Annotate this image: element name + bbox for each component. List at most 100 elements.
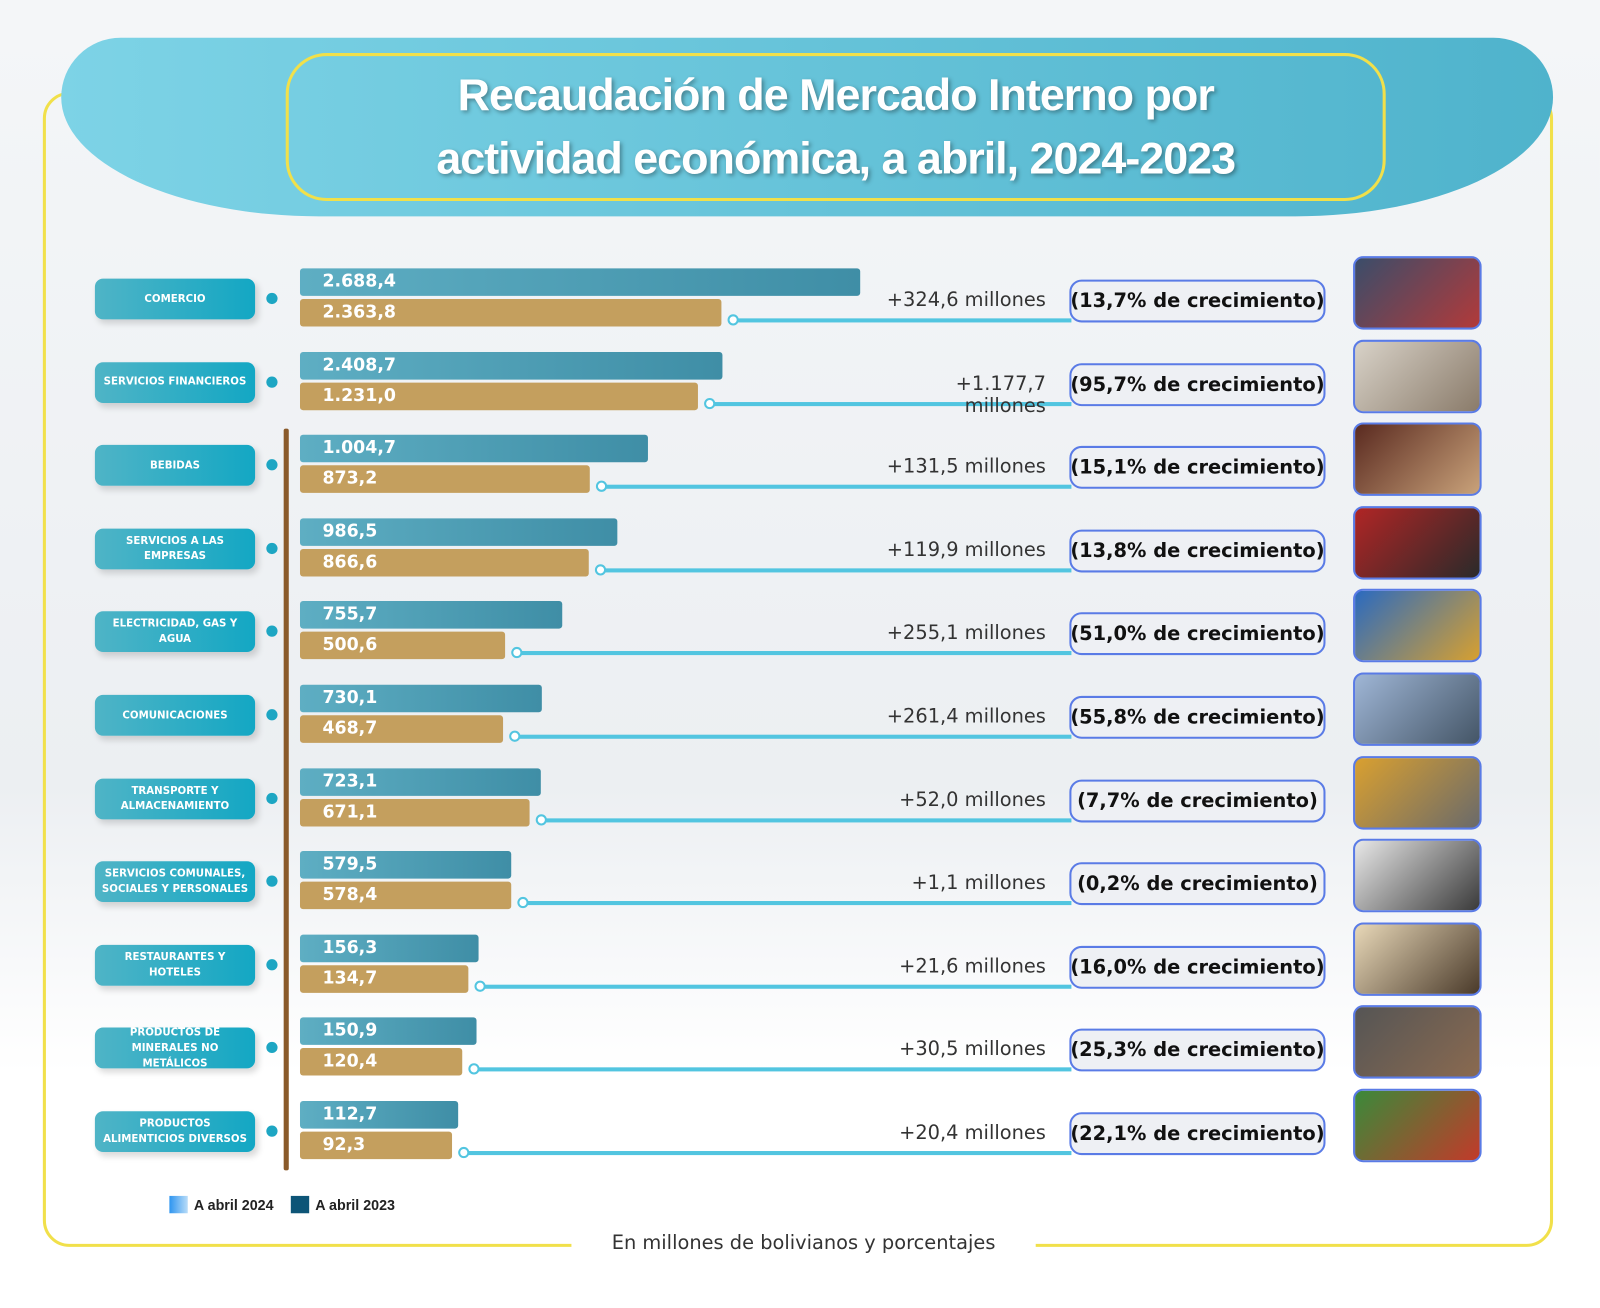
legend-label: A abril 2023 [315,1196,395,1213]
growth-connector-dot [517,897,529,909]
growth-callout: (7,7% de crecimiento) [1069,779,1326,823]
category-dot [266,542,278,554]
growth-connector [514,734,1072,739]
category-label: BEBIDAS [94,445,256,486]
growth-connector [733,318,1072,323]
difference-label: +131,5 millones [886,455,1046,478]
growth-connector [542,817,1072,823]
category-dot [266,376,278,388]
category-dot [266,459,278,471]
growth-connector-dot [508,730,521,742]
bar-2023: 2.363,8 [299,298,722,327]
category-dot [266,875,278,887]
bar-2023: 120,4 [299,1048,462,1076]
category-label: RESTAURANTES Y HOTELES [94,944,256,986]
utilities-photo [1353,589,1482,663]
warehouse-photo [1353,755,1482,830]
category-dot [266,1042,278,1054]
category-label: COMUNICACIONES [94,694,256,736]
growth-callout: (51,0% de crecimiento) [1069,612,1326,656]
coal-photo [1353,1005,1482,1079]
category-dot [266,958,278,971]
growth-connector-dot [511,647,523,659]
bar-2024: 730,1 [299,684,542,713]
difference-label: +1.177,7 millones [955,372,1046,417]
category-label: SERVICIOS COMUNALES, SOCIALES Y PERSONAL… [94,861,256,903]
bus-photo [1353,505,1482,580]
category-label: PRODUCTOS DE MINERALES NO METÁLICOS [94,1027,256,1069]
growth-connector-dot [594,564,606,576]
growth-callout: (13,7% de crecimiento) [1069,279,1326,323]
growth-callout: (13,8% de crecimiento) [1069,529,1326,573]
growth-connector [600,568,1072,573]
growth-connector-dot [458,1146,470,1159]
bar-2023: 578,4 [299,881,512,910]
frame-border [42,91,1554,1247]
category-label: COMERCIO [94,278,256,320]
growth-callout: (25,3% de crecimiento) [1069,1028,1326,1072]
bar-2024: 579,5 [299,851,512,879]
growth-connector [480,984,1072,989]
timeline-line [283,428,289,1171]
finance-photo [1353,339,1482,413]
difference-label: +30,5 millones [899,1038,1046,1061]
bar-2023: 134,7 [299,965,469,993]
restaurant-photo [1353,922,1482,996]
difference-label: +324,6 millones [886,288,1046,312]
growth-connector [464,1151,1072,1156]
bar-2024: 755,7 [299,601,563,629]
bar-2024: 156,3 [299,934,479,963]
bar-2023: 671,1 [299,798,530,827]
bar-2023: 873,2 [299,465,590,494]
growth-connector [474,1067,1072,1072]
growth-callout: (55,8% de crecimiento) [1069,695,1326,739]
page-title: Recaudación de Mercado Interno por activ… [436,69,1236,184]
growth-connector-dot [704,397,716,409]
footer-note: En millones de bolivianos y porcentajes [611,1231,996,1255]
category-label: TRANSPORTE Y ALMACENAMIENTO [94,778,256,819]
growth-callout: (22,1% de crecimiento) [1069,1112,1326,1156]
shop-photo [1353,256,1482,330]
telecom-photo [1353,672,1482,746]
frame-gap [571,1234,1036,1256]
difference-label: +119,9 millones [886,538,1046,562]
category-label: SERVICIOS A LAS EMPRESAS [94,528,256,570]
legend-item-2024: A abril 2024 [169,1195,274,1214]
legend-item-2023: A abril 2023 [290,1195,395,1214]
bar-2023: 1.231,0 [299,382,698,410]
legend-swatch [169,1195,188,1214]
drinks-photo [1353,422,1482,497]
difference-label: +261,4 millones [886,705,1046,728]
category-dot [266,792,278,804]
bar-2023: 468,7 [299,715,503,743]
growth-callout: (16,0% de crecimiento) [1069,945,1326,989]
bar-2024: 2.408,7 [299,351,723,380]
growth-callout: (15,1% de crecimiento) [1069,446,1326,489]
growth-connector-dot [596,480,608,493]
category-label: PRODUCTOS ALIMENTICIOS DIVERSOS [94,1111,256,1153]
bar-2024: 723,1 [299,767,541,796]
category-dot [266,625,278,638]
bar-2024: 112,7 [299,1101,459,1129]
difference-label: +1,1 millones [911,871,1046,895]
category-label: ELECTRICIDAD, GAS Y AGUA [94,611,256,653]
growth-connector-dot [727,314,739,326]
difference-label: +20,4 millones [899,1121,1046,1144]
bar-2024: 150,9 [299,1017,477,1046]
legend-swatch [290,1195,310,1214]
category-dot [266,1125,278,1137]
growth-connector [517,651,1072,656]
bar-2023: 866,6 [299,548,589,577]
difference-label: +255,1 millones [886,621,1046,645]
difference-label: +52,0 millones [899,788,1046,811]
classroom-photo [1353,838,1482,913]
difference-label: +21,6 millones [899,954,1046,978]
category-dot [266,292,278,305]
growth-callout: (0,2% de crecimiento) [1069,862,1326,906]
food-photo [1353,1088,1482,1163]
bar-2024: 1.004,7 [299,434,649,463]
category-dot [266,709,278,721]
legend-label: A abril 2024 [193,1196,274,1213]
bar-2023: 92,3 [299,1131,453,1160]
